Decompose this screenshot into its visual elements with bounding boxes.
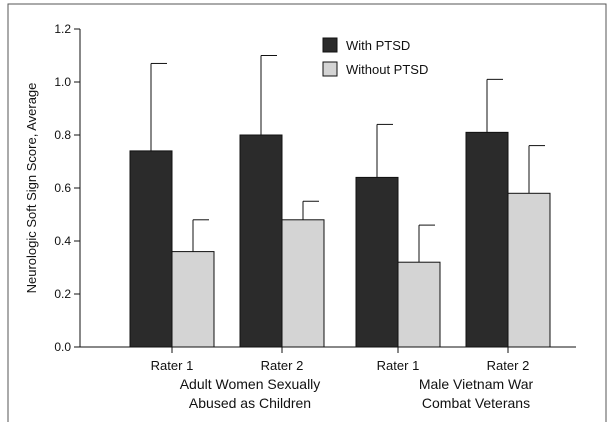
- y-tick-label: 0.8: [54, 128, 71, 142]
- x-tick-label: Rater 2: [261, 358, 304, 373]
- y-tick-label: 1.2: [54, 22, 71, 36]
- bar-without-ptsd: [171, 251, 215, 348]
- x-ticks: Rater 1 Rater 2 Rater 1 Rater 2: [151, 347, 530, 373]
- y-tick-label: 0.6: [54, 181, 71, 195]
- y-tick-label: 1.0: [54, 75, 71, 89]
- y-axis-label: Neurologic Soft Sign Score, Average: [24, 83, 39, 294]
- x-tick-label: Rater 2: [487, 358, 530, 373]
- group-label-1-line2: Abused as Children: [189, 395, 311, 411]
- group-label-2-line2: Combat Veterans: [422, 395, 530, 411]
- bar-without-ptsd: [397, 261, 441, 348]
- group-label-2-line1: Male Vietnam War: [419, 376, 534, 392]
- x-tick-label: Rater 1: [377, 358, 420, 373]
- legend-label-with-ptsd: With PTSD: [346, 38, 410, 53]
- y-tick-label: 0.4: [54, 234, 71, 248]
- y-tick-label: 0.2: [54, 287, 71, 301]
- bar-without-ptsd: [281, 219, 325, 348]
- legend: With PTSD Without PTSD: [322, 37, 428, 77]
- legend-swatch-with-ptsd: [322, 37, 338, 53]
- bar-without-ptsd: [507, 192, 551, 348]
- y-tick-label: 0.0: [54, 340, 71, 354]
- legend-label-without-ptsd: Without PTSD: [346, 62, 428, 77]
- legend-swatch-without-ptsd: [322, 61, 338, 77]
- error-bars-layer: [150, 55, 545, 263]
- y-ticks: 0.0 0.2 0.4 0.6 0.8 1.0 1.2: [54, 22, 80, 354]
- bar-with-ptsd: [465, 131, 509, 348]
- chart-frame: [7, 3, 607, 422]
- bar-with-ptsd: [239, 134, 283, 348]
- x-tick-label: Rater 1: [151, 358, 194, 373]
- bars-layer: [129, 131, 551, 348]
- group-label-1-line1: Adult Women Sexually: [180, 376, 321, 392]
- bar-with-ptsd: [129, 150, 173, 348]
- bar-with-ptsd: [355, 176, 399, 348]
